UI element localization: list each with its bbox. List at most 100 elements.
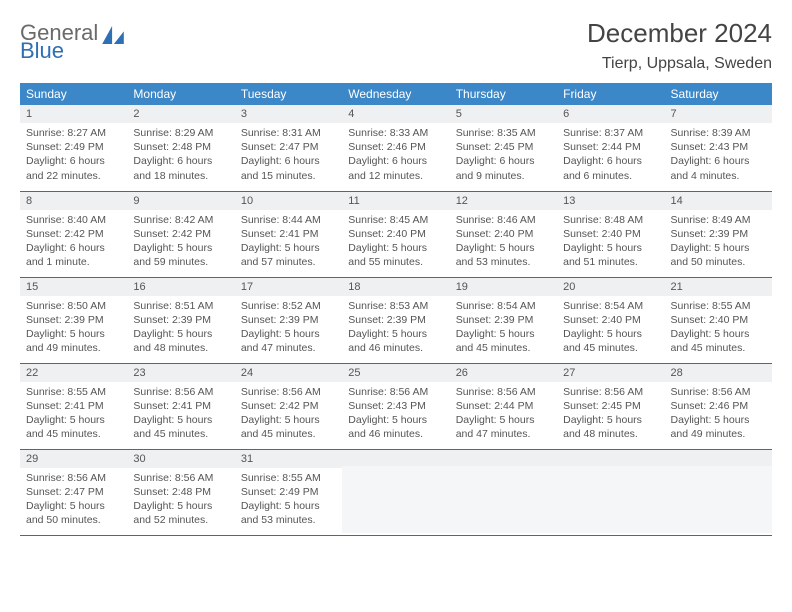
sunset-line: Sunset: 2:42 PM — [26, 227, 121, 241]
day-number: 23 — [127, 364, 234, 382]
day-detail: Sunrise: 8:33 AMSunset: 2:46 PMDaylight:… — [342, 123, 449, 189]
day-detail: Sunrise: 8:56 AMSunset: 2:44 PMDaylight:… — [450, 382, 557, 448]
sunrise-line: Sunrise: 8:56 AM — [133, 385, 228, 399]
daylight-line: Daylight: 5 hours and 45 minutes. — [241, 413, 336, 441]
day-cell: 18Sunrise: 8:53 AMSunset: 2:39 PMDayligh… — [342, 277, 449, 363]
day-cell: 21Sunrise: 8:55 AMSunset: 2:40 PMDayligh… — [665, 277, 772, 363]
sunrise-line: Sunrise: 8:51 AM — [133, 299, 228, 313]
sunrise-line: Sunrise: 8:56 AM — [133, 471, 228, 485]
day-detail: Sunrise: 8:27 AMSunset: 2:49 PMDaylight:… — [20, 123, 127, 189]
sunrise-line: Sunrise: 8:49 AM — [671, 213, 766, 227]
day-detail: Sunrise: 8:48 AMSunset: 2:40 PMDaylight:… — [557, 210, 664, 276]
day-detail: Sunrise: 8:56 AMSunset: 2:41 PMDaylight:… — [127, 382, 234, 448]
daylight-line: Daylight: 5 hours and 52 minutes. — [133, 499, 228, 527]
day-detail: Sunrise: 8:29 AMSunset: 2:48 PMDaylight:… — [127, 123, 234, 189]
sunset-line: Sunset: 2:44 PM — [563, 140, 658, 154]
sunset-line: Sunset: 2:40 PM — [563, 313, 658, 327]
day-cell: 19Sunrise: 8:54 AMSunset: 2:39 PMDayligh… — [450, 277, 557, 363]
sunrise-line: Sunrise: 8:55 AM — [241, 471, 336, 485]
day-detail: Sunrise: 8:56 AMSunset: 2:48 PMDaylight:… — [127, 468, 234, 534]
day-number: 20 — [557, 278, 664, 296]
day-number: 18 — [342, 278, 449, 296]
sunset-line: Sunset: 2:39 PM — [26, 313, 121, 327]
sunset-line: Sunset: 2:40 PM — [348, 227, 443, 241]
day-cell — [557, 449, 664, 535]
sunrise-line: Sunrise: 8:55 AM — [671, 299, 766, 313]
day-number: 17 — [235, 278, 342, 296]
day-cell: 6Sunrise: 8:37 AMSunset: 2:44 PMDaylight… — [557, 105, 664, 191]
day-cell: 7Sunrise: 8:39 AMSunset: 2:43 PMDaylight… — [665, 105, 772, 191]
day-cell: 23Sunrise: 8:56 AMSunset: 2:41 PMDayligh… — [127, 363, 234, 449]
sunset-line: Sunset: 2:46 PM — [348, 140, 443, 154]
day-number: 30 — [127, 450, 234, 468]
day-detail: Sunrise: 8:56 AMSunset: 2:46 PMDaylight:… — [665, 382, 772, 448]
sunset-line: Sunset: 2:42 PM — [133, 227, 228, 241]
sunrise-line: Sunrise: 8:45 AM — [348, 213, 443, 227]
day-detail: Sunrise: 8:35 AMSunset: 2:45 PMDaylight:… — [450, 123, 557, 189]
day-cell: 25Sunrise: 8:56 AMSunset: 2:43 PMDayligh… — [342, 363, 449, 449]
title-block: December 2024 Tierp, Uppsala, Sweden — [587, 18, 772, 73]
day-cell: 24Sunrise: 8:56 AMSunset: 2:42 PMDayligh… — [235, 363, 342, 449]
day-cell: 11Sunrise: 8:45 AMSunset: 2:40 PMDayligh… — [342, 191, 449, 277]
weekday-header: Saturday — [665, 83, 772, 105]
sunset-line: Sunset: 2:39 PM — [348, 313, 443, 327]
sunset-line: Sunset: 2:49 PM — [26, 140, 121, 154]
daylight-line: Daylight: 6 hours and 12 minutes. — [348, 154, 443, 182]
header-bar: General Blue December 2024 Tierp, Uppsal… — [20, 18, 772, 73]
sunset-line: Sunset: 2:43 PM — [671, 140, 766, 154]
day-number: 4 — [342, 105, 449, 123]
sunset-line: Sunset: 2:47 PM — [241, 140, 336, 154]
day-cell: 31Sunrise: 8:55 AMSunset: 2:49 PMDayligh… — [235, 449, 342, 535]
day-cell: 14Sunrise: 8:49 AMSunset: 2:39 PMDayligh… — [665, 191, 772, 277]
sunset-line: Sunset: 2:45 PM — [563, 399, 658, 413]
weekday-header: Thursday — [450, 83, 557, 105]
day-detail: Sunrise: 8:46 AMSunset: 2:40 PMDaylight:… — [450, 210, 557, 276]
day-number: 8 — [20, 192, 127, 210]
sunrise-line: Sunrise: 8:40 AM — [26, 213, 121, 227]
daylight-line: Daylight: 5 hours and 57 minutes. — [241, 241, 336, 269]
day-cell: 27Sunrise: 8:56 AMSunset: 2:45 PMDayligh… — [557, 363, 664, 449]
day-number: 26 — [450, 364, 557, 382]
sunrise-line: Sunrise: 8:46 AM — [456, 213, 551, 227]
sunrise-line: Sunrise: 8:33 AM — [348, 126, 443, 140]
day-cell: 28Sunrise: 8:56 AMSunset: 2:46 PMDayligh… — [665, 363, 772, 449]
location-subtitle: Tierp, Uppsala, Sweden — [587, 55, 772, 73]
daylight-line: Daylight: 5 hours and 49 minutes. — [26, 327, 121, 355]
day-cell: 26Sunrise: 8:56 AMSunset: 2:44 PMDayligh… — [450, 363, 557, 449]
sunset-line: Sunset: 2:40 PM — [563, 227, 658, 241]
daylight-line: Daylight: 5 hours and 51 minutes. — [563, 241, 658, 269]
day-number: 11 — [342, 192, 449, 210]
day-cell: 30Sunrise: 8:56 AMSunset: 2:48 PMDayligh… — [127, 449, 234, 535]
day-cell: 4Sunrise: 8:33 AMSunset: 2:46 PMDaylight… — [342, 105, 449, 191]
day-number: 21 — [665, 278, 772, 296]
day-detail — [342, 466, 449, 533]
sunrise-line: Sunrise: 8:48 AM — [563, 213, 658, 227]
sunset-line: Sunset: 2:39 PM — [671, 227, 766, 241]
sunset-line: Sunset: 2:41 PM — [133, 399, 228, 413]
sunset-line: Sunset: 2:43 PM — [348, 399, 443, 413]
day-cell: 2Sunrise: 8:29 AMSunset: 2:48 PMDaylight… — [127, 105, 234, 191]
daylight-line: Daylight: 6 hours and 18 minutes. — [133, 154, 228, 182]
day-number: 9 — [127, 192, 234, 210]
sunrise-line: Sunrise: 8:56 AM — [671, 385, 766, 399]
daylight-line: Daylight: 5 hours and 48 minutes. — [563, 413, 658, 441]
day-detail: Sunrise: 8:56 AMSunset: 2:43 PMDaylight:… — [342, 382, 449, 448]
day-cell: 20Sunrise: 8:54 AMSunset: 2:40 PMDayligh… — [557, 277, 664, 363]
day-number: 5 — [450, 105, 557, 123]
day-cell — [665, 449, 772, 535]
sunset-line: Sunset: 2:42 PM — [241, 399, 336, 413]
day-number: 27 — [557, 364, 664, 382]
day-detail: Sunrise: 8:54 AMSunset: 2:39 PMDaylight:… — [450, 296, 557, 362]
day-detail: Sunrise: 8:52 AMSunset: 2:39 PMDaylight:… — [235, 296, 342, 362]
daylight-line: Daylight: 5 hours and 53 minutes. — [241, 499, 336, 527]
weekday-header: Monday — [127, 83, 234, 105]
day-detail: Sunrise: 8:56 AMSunset: 2:42 PMDaylight:… — [235, 382, 342, 448]
day-detail: Sunrise: 8:53 AMSunset: 2:39 PMDaylight:… — [342, 296, 449, 362]
day-detail: Sunrise: 8:55 AMSunset: 2:41 PMDaylight:… — [20, 382, 127, 448]
sunset-line: Sunset: 2:40 PM — [456, 227, 551, 241]
sunrise-line: Sunrise: 8:52 AM — [241, 299, 336, 313]
day-number: 19 — [450, 278, 557, 296]
day-number: 7 — [665, 105, 772, 123]
day-number: 25 — [342, 364, 449, 382]
day-number: 3 — [235, 105, 342, 123]
